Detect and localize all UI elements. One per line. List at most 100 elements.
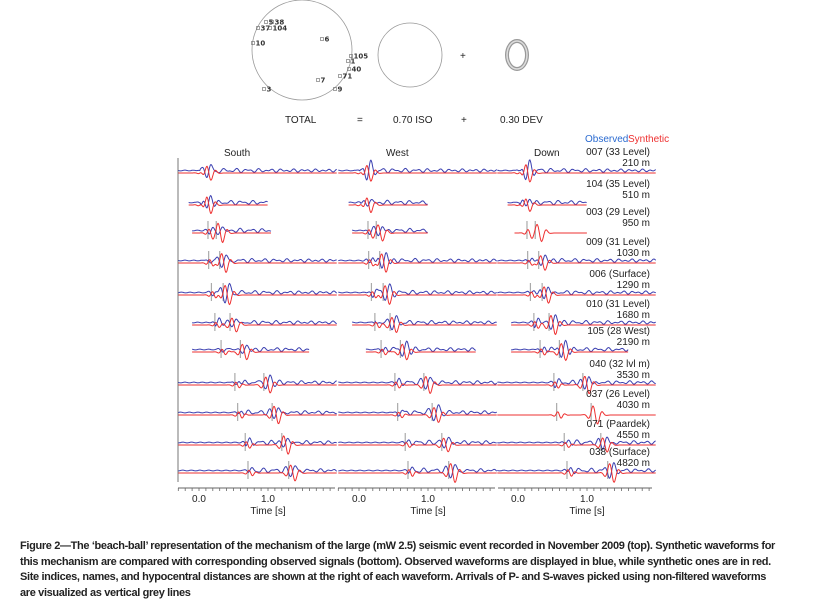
- caption-line: Site indices, names, and hypocentral dis…: [20, 571, 767, 583]
- station-marker-label: 6: [325, 36, 330, 44]
- synthetic-waveform: [348, 197, 428, 213]
- total-label: TOTAL: [285, 115, 317, 126]
- synthetic-waveform: [352, 316, 497, 334]
- station-marker-icon: [251, 41, 255, 45]
- synthetic-waveform: [497, 286, 656, 304]
- synthetic-waveform: [338, 437, 497, 453]
- total-beach-ball: [251, 0, 353, 101]
- synthetic-waveform: [338, 164, 497, 182]
- waveform-trace: [352, 313, 497, 334]
- station-distance-label: 4030 m: [617, 400, 650, 411]
- waveform-trace: [497, 403, 656, 425]
- tick-label: 1.0: [421, 494, 435, 505]
- synthetic-waveform: [338, 463, 497, 483]
- station-marker-label: 104: [273, 25, 288, 33]
- waveform-trace: [497, 283, 656, 304]
- iso-label: 0.70 ISO: [393, 115, 433, 126]
- waveform-trace: [192, 221, 272, 244]
- station-distance-label: 510 m: [622, 190, 650, 201]
- observed-waveform: [348, 198, 428, 207]
- waveform-trace: [511, 339, 629, 362]
- synthetic-waveform: [178, 376, 337, 394]
- station-marker-icon: [320, 37, 324, 41]
- dev-label: 0.30 DEV: [500, 115, 543, 126]
- observed-waveform: [497, 254, 657, 267]
- observed-waveform: [338, 376, 498, 390]
- observed-waveform: [338, 404, 497, 422]
- waveform-trace: [511, 313, 656, 336]
- observed-waveform: [178, 407, 337, 419]
- station-name-label: 003 (29 Level): [586, 207, 650, 218]
- synthetic-waveform: [338, 253, 497, 273]
- station-marker-icon: [256, 26, 260, 30]
- station-distance-label: 1290 m: [617, 280, 650, 291]
- observed-waveform: [511, 339, 629, 359]
- observed-waveform: [192, 344, 310, 354]
- station-name-label: 071 (Paardek): [587, 419, 650, 430]
- tick-label: 0.0: [511, 494, 525, 505]
- station-name-label: 038 (Surface): [589, 447, 650, 458]
- observed-waveform: [497, 462, 657, 479]
- station-distance-label: 1030 m: [617, 248, 650, 259]
- station-name-label: 009 (31 Level): [586, 237, 650, 248]
- station-marker-label: 9: [338, 86, 343, 94]
- observed-waveform: [365, 340, 476, 357]
- observed-waveform: [497, 286, 656, 300]
- waveform-trace: [178, 433, 337, 455]
- waveform-trace: [338, 403, 497, 423]
- station-marker-icon: [347, 67, 351, 71]
- waveform-trace: [192, 340, 310, 361]
- waveform-trace: [338, 283, 497, 306]
- synthetic-waveform: [338, 285, 497, 306]
- waveform-trace: [507, 198, 587, 212]
- station-name-label: 037 (26 Level): [586, 389, 650, 400]
- synthetic-waveform: [338, 407, 497, 423]
- waveform-trace: [497, 159, 656, 183]
- observed-waveform: [338, 252, 498, 269]
- waveform-trace: [178, 164, 337, 181]
- station-marker-icon: [316, 78, 320, 82]
- waveform-trace: [338, 159, 498, 182]
- station-distance-label: 210 m: [622, 158, 650, 169]
- observed-waveform: [497, 436, 656, 451]
- waveform-trace: [178, 403, 337, 425]
- station-distance-label: 4550 m: [617, 430, 650, 441]
- station-name-label: 105 (28 West): [587, 326, 650, 337]
- station-marker-icon: [346, 59, 350, 63]
- observed-waveform: [178, 465, 338, 478]
- synthetic-waveform: [497, 405, 656, 425]
- station-marker-icon: [338, 74, 342, 78]
- waveform-trace: [497, 373, 656, 394]
- observed-waveform: [511, 314, 656, 330]
- synthetic-waveform: [178, 284, 337, 306]
- observed-waveform: [178, 374, 337, 390]
- tick-label: 0.0: [352, 494, 366, 505]
- observed-waveform: [352, 315, 497, 331]
- observed-waveform: [188, 194, 268, 209]
- station-marker-label: 7: [321, 77, 326, 85]
- station-marker-label: 3: [267, 86, 272, 94]
- station-distance-label: 1680 m: [617, 310, 650, 321]
- station-distance-label: 3530 m: [617, 370, 650, 381]
- dev-beach-ball: [505, 39, 529, 71]
- observed-waveform: [178, 437, 337, 448]
- plus-sign: +: [460, 51, 466, 62]
- observed-waveform: [352, 225, 428, 237]
- synthetic-waveform: [497, 376, 656, 394]
- figure-caption: Figure 2—The ‘beach-ball’ representation…: [20, 539, 830, 601]
- waveform-trace: [178, 461, 338, 482]
- station-marker-label: 5: [269, 19, 274, 27]
- observed-waveform: [507, 198, 587, 207]
- waveform-trace: [338, 461, 498, 483]
- station-marker-icon: [262, 87, 266, 91]
- synthetic-waveform: [338, 376, 497, 394]
- synthetic-waveform: [497, 255, 656, 271]
- caption-line: this mechanism are compared with corresp…: [20, 555, 771, 568]
- waveform-trace: [178, 373, 337, 394]
- synthetic-waveform: [511, 342, 629, 362]
- synthetic-waveform: [514, 223, 587, 243]
- synthetic-waveform: [497, 463, 656, 483]
- station-marker-label: 37: [261, 25, 271, 33]
- observed-waveform: [191, 317, 337, 328]
